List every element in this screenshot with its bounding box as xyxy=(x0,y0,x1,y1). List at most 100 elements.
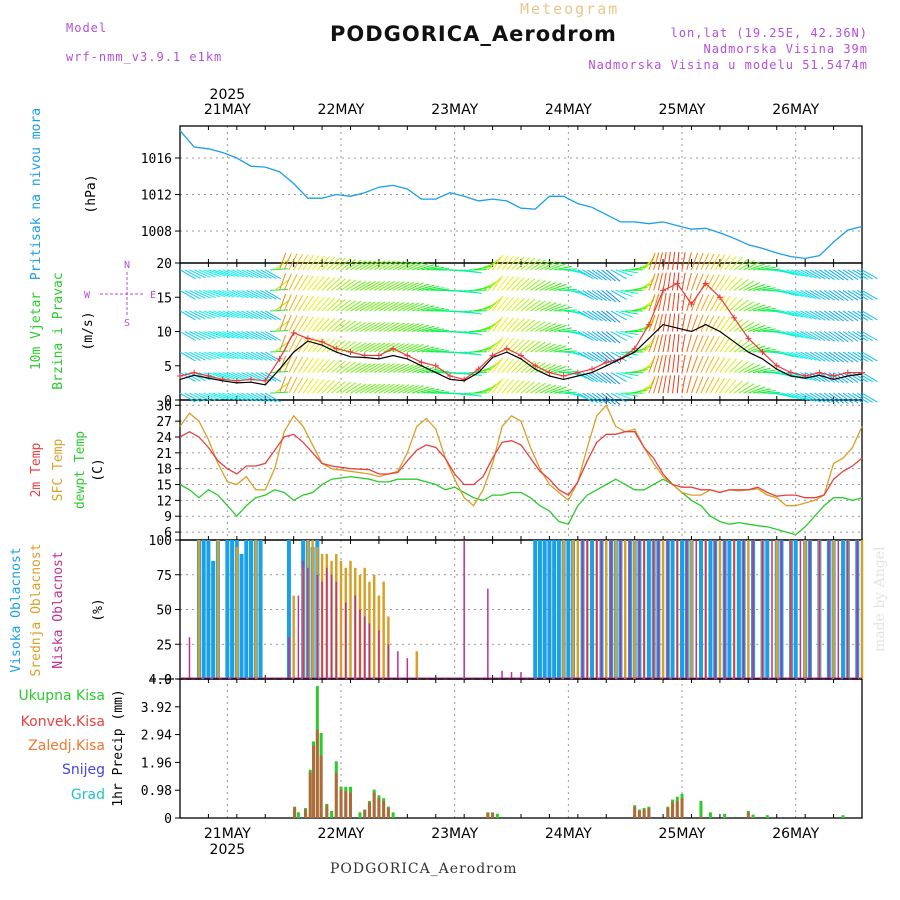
wind-arrow xyxy=(582,331,599,342)
wind-arrow xyxy=(506,358,520,373)
wind-arrow xyxy=(795,269,813,278)
wind-arrow xyxy=(610,331,627,341)
cloud-bar-0 xyxy=(793,540,798,679)
wind-arrow xyxy=(217,372,235,380)
wind-arrow xyxy=(520,257,536,271)
y-tick-label: 6 xyxy=(164,526,172,541)
wind-arrow xyxy=(861,269,878,280)
wind-arrow xyxy=(790,331,808,339)
wind-arrow xyxy=(392,281,410,291)
wind-arrow xyxy=(724,276,737,291)
cloud-bar-0 xyxy=(556,540,561,679)
dewpoint-line xyxy=(179,475,863,536)
wind-arrow xyxy=(193,289,211,299)
wind-arrow xyxy=(558,268,577,271)
cloud-bar-2 xyxy=(695,540,697,679)
wind-arrow xyxy=(383,322,400,332)
wind-arrow xyxy=(335,361,351,373)
wind-arrow xyxy=(653,334,660,353)
cloud-bar-2 xyxy=(288,637,290,679)
wind-arrow xyxy=(648,252,656,271)
wind-arrow xyxy=(776,269,795,275)
wind-arrow xyxy=(430,391,450,394)
wind-arrow xyxy=(426,266,445,271)
wind-arrow xyxy=(577,351,594,362)
y-tick-label: 100 xyxy=(149,534,172,549)
wind-arrow xyxy=(539,302,557,312)
wind-arrow xyxy=(819,351,835,363)
wind-arrow xyxy=(639,340,655,353)
wind-arrow xyxy=(691,355,699,373)
wind-arrow xyxy=(743,302,761,312)
wind-arrow xyxy=(601,392,616,405)
wind-arrow xyxy=(421,388,440,394)
wind-arrow xyxy=(345,383,362,394)
wind-arrow xyxy=(293,315,304,332)
wind-arrow xyxy=(340,361,357,374)
cloud-bar-2 xyxy=(828,540,830,679)
wind-arrow xyxy=(378,383,395,394)
wind-arrow xyxy=(246,392,263,402)
wind-arrow xyxy=(838,351,854,363)
wind-arrow xyxy=(397,384,415,394)
wind-arrow xyxy=(714,336,726,353)
coordinates-label: lon,lat (19.25E, 42.36N) xyxy=(670,26,868,40)
wind-arrow xyxy=(676,354,680,373)
wind-arrow xyxy=(823,351,840,363)
wind-arrow xyxy=(601,290,616,302)
wind-arrow xyxy=(534,322,552,332)
wind-arrow xyxy=(217,269,235,277)
wind-arrow xyxy=(752,326,771,332)
wind-arrow xyxy=(710,377,720,394)
wind-arrow xyxy=(544,385,562,394)
bottom-year-label: 2025 xyxy=(210,842,246,858)
cloud-bar-2 xyxy=(368,623,371,679)
wind-speed-line xyxy=(179,323,863,386)
wind-arrow xyxy=(312,276,325,291)
wind-arrow xyxy=(549,345,567,353)
wind-arrow xyxy=(350,280,367,291)
wind-arrow xyxy=(426,287,445,291)
wind-arrow xyxy=(823,269,840,281)
wind-gust-marker xyxy=(290,329,297,336)
wind-arrow xyxy=(814,392,831,404)
wind-arrow xyxy=(786,310,804,318)
wind-arrow xyxy=(809,351,826,362)
wind-arrow xyxy=(278,334,287,353)
wind-arrow xyxy=(804,310,822,321)
wind-arrow xyxy=(359,280,376,291)
compass-south-label: S xyxy=(124,318,130,329)
wind-arrow xyxy=(378,280,395,291)
wind-arrow xyxy=(297,254,309,271)
wind-arrow xyxy=(757,390,776,394)
wind-arrow xyxy=(392,322,410,332)
wind-arrow xyxy=(293,377,304,394)
wind-arrow xyxy=(857,392,873,403)
compass-west-label: W xyxy=(84,290,91,301)
wind-arrow xyxy=(515,318,530,332)
wind-arrow xyxy=(605,372,621,385)
wind-arrow xyxy=(700,294,710,312)
wind-arrow xyxy=(421,265,440,271)
wind-arrow xyxy=(402,323,420,332)
wind-arrow xyxy=(236,331,254,340)
cloud-bar-2 xyxy=(387,644,390,679)
wind-arrow xyxy=(786,331,804,339)
wind-arrow xyxy=(402,302,420,312)
wind-arrow xyxy=(392,343,410,353)
wind-arrow xyxy=(833,289,849,302)
wind-arrow xyxy=(388,363,405,374)
wind-arrow xyxy=(198,269,216,278)
cloud-bar-2 xyxy=(188,637,191,679)
wind-arrow xyxy=(577,310,594,321)
bottom-date-label: 23MAY xyxy=(431,826,478,842)
wind-arrow xyxy=(582,269,599,280)
wind-arrow xyxy=(733,381,749,394)
wind-arrow xyxy=(492,316,504,332)
wind-arrow xyxy=(359,322,376,332)
wind-arrow xyxy=(833,392,849,404)
wind-arrow xyxy=(407,261,424,271)
wind-arrow xyxy=(278,273,287,291)
wind-arrow xyxy=(842,351,859,363)
wind-arrow xyxy=(662,293,667,312)
